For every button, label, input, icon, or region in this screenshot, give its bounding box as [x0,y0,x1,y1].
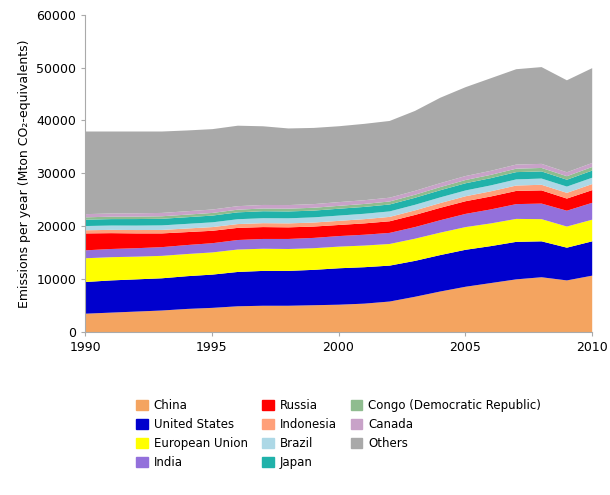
Legend: China, United States, European Union, India, Russia, Indonesia, Brazil, Japan, C: China, United States, European Union, In… [131,395,546,474]
Y-axis label: Emissions per year (Mton CO₂-equivalents): Emissions per year (Mton CO₂-equivalents… [18,39,31,307]
